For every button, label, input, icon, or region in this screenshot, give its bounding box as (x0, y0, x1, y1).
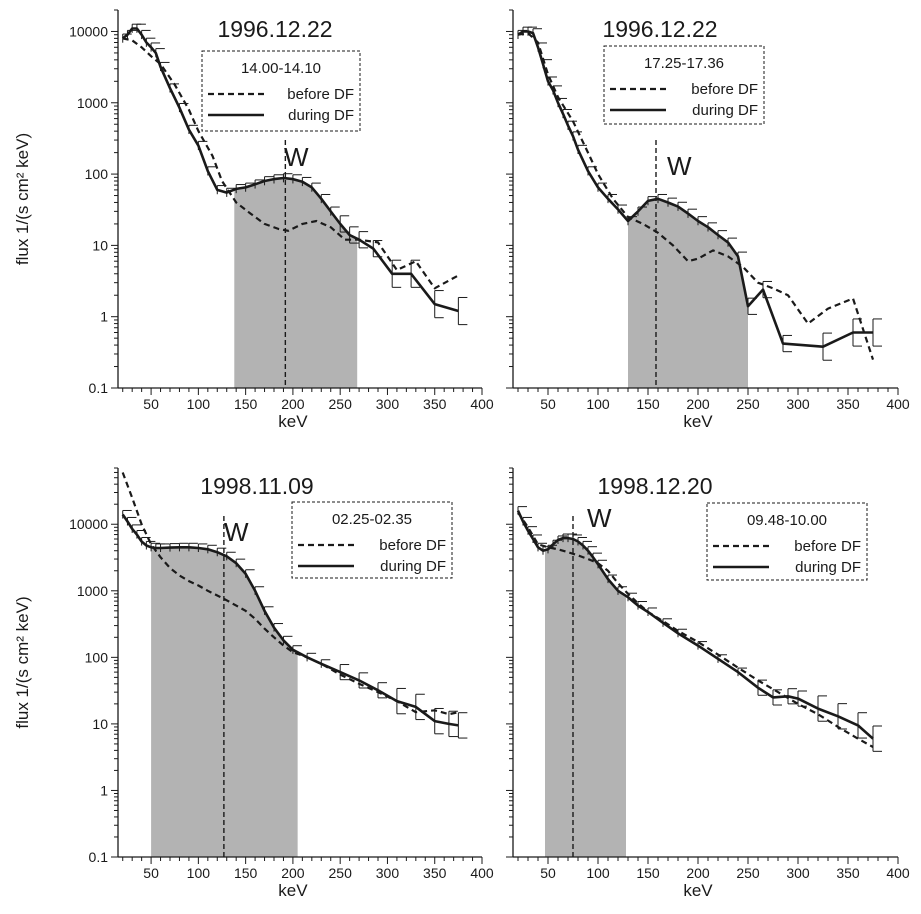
y-axis-label: flux 1/(s cm² keV) (13, 596, 32, 728)
legend-during-label: during DF (692, 102, 758, 119)
panel-1998-12-20: 50 100 150 200 250 300 350 400 keV W 1998.12.20 09.… (506, 467, 910, 900)
legend-interval: 14.00-14.10 (241, 60, 321, 77)
legend-box (201, 50, 361, 132)
y-tick-label: 10000 (69, 516, 108, 532)
y-tick-label: 10000 (69, 23, 108, 39)
y-tick-label: 1 (100, 782, 108, 798)
x-tick-label: 400 (886, 396, 910, 412)
x-tick-label: 200 (281, 396, 305, 412)
x-tick-label: 350 (423, 865, 447, 881)
x-tick-label: 350 (423, 396, 447, 412)
x-tick-label: 200 (281, 865, 305, 881)
shaded-region (545, 538, 626, 857)
y-axis-label: flux 1/(s cm² keV) (13, 133, 32, 265)
panel-title: 1998.12.20 (597, 473, 712, 499)
legend-box (603, 45, 765, 125)
y-tick-label: 10 (92, 237, 108, 253)
x-axis-label: keV (278, 412, 308, 431)
y-tick-label: 1000 (77, 95, 108, 111)
w-label: W (224, 517, 249, 547)
x-tick-label: 250 (329, 396, 353, 412)
y-tick-label: 10 (92, 716, 108, 732)
legend-before-label: before DF (794, 538, 861, 555)
x-tick-label: 400 (470, 396, 494, 412)
legend-interval: 09.48-10.00 (747, 512, 827, 529)
x-tick-label: 400 (886, 865, 910, 881)
panel-title: 1996.12.22 (217, 16, 332, 42)
x-tick-label: 50 (143, 396, 159, 412)
x-tick-label: 150 (234, 865, 258, 881)
legend-before-label: before DF (691, 81, 758, 98)
legend-during-label: during DF (380, 558, 446, 575)
panel-1998-11-09: 50 100 150 200 250 300 350 400 keV 0.1 1 10 100 1000 1… (13, 467, 494, 900)
x-tick-label: 150 (636, 865, 660, 881)
x-tick-label: 300 (376, 865, 400, 881)
y-tick-label: 100 (85, 649, 109, 665)
x-tick-label: 300 (376, 396, 400, 412)
x-axis-label: keV (683, 412, 713, 431)
y-tick-label: 1000 (77, 583, 108, 599)
w-label: W (284, 142, 309, 172)
x-tick-label: 150 (234, 396, 258, 412)
y-tick-label: 100 (85, 166, 109, 182)
series-before-df (121, 472, 459, 716)
x-tick-label: 300 (786, 865, 810, 881)
x-tick-label: 350 (836, 396, 860, 412)
x-tick-label: 250 (329, 865, 353, 881)
x-tick-label: 350 (836, 865, 860, 881)
x-tick-label: 250 (736, 396, 760, 412)
series-before-df (517, 32, 875, 360)
x-tick-label: 200 (686, 865, 710, 881)
y-tick-label: 1 (100, 309, 108, 325)
legend-during-label: during DF (795, 559, 861, 576)
x-tick-label: 100 (187, 865, 211, 881)
x-tick-label: 300 (786, 396, 810, 412)
legend-interval: 17.25-17.36 (644, 55, 724, 72)
x-tick-label: 50 (540, 865, 556, 881)
panel-1996-12-22-evening: 50 100 150 200 250 300 350 400 keV W 1996.12.22 17.… (506, 9, 910, 431)
shaded-region (628, 198, 748, 388)
x-tick-label: 100 (586, 396, 610, 412)
legend-before-label: before DF (379, 537, 446, 554)
x-tick-label: 100 (586, 865, 610, 881)
panel-title: 1998.11.09 (200, 473, 313, 499)
y-tick-label: 0.1 (89, 380, 109, 396)
panel-title: 1996.12.22 (602, 16, 717, 42)
x-tick-label: 150 (636, 396, 660, 412)
panel-1996-12-22-morning: 50 100 150 200 250 300 350 400 keV 0.1 1 10 100 1000 1… (13, 9, 494, 431)
w-label: W (587, 503, 612, 533)
x-tick-label: 50 (143, 865, 159, 881)
legend-before-label: before DF (287, 86, 354, 103)
x-axis-label: keV (683, 881, 713, 900)
x-tick-label: 100 (187, 396, 211, 412)
x-axis-label: keV (278, 881, 308, 900)
legend-during-label: during DF (288, 107, 354, 124)
y-tick-label: 0.1 (89, 849, 109, 865)
x-tick-label: 50 (540, 396, 556, 412)
x-tick-label: 250 (736, 865, 760, 881)
x-tick-label: 400 (470, 865, 494, 881)
w-label: W (667, 151, 692, 181)
legend-interval: 02.25-02.35 (332, 511, 412, 528)
shaded-region (234, 178, 358, 388)
series-before-df (122, 37, 459, 290)
x-tick-label: 200 (686, 396, 710, 412)
